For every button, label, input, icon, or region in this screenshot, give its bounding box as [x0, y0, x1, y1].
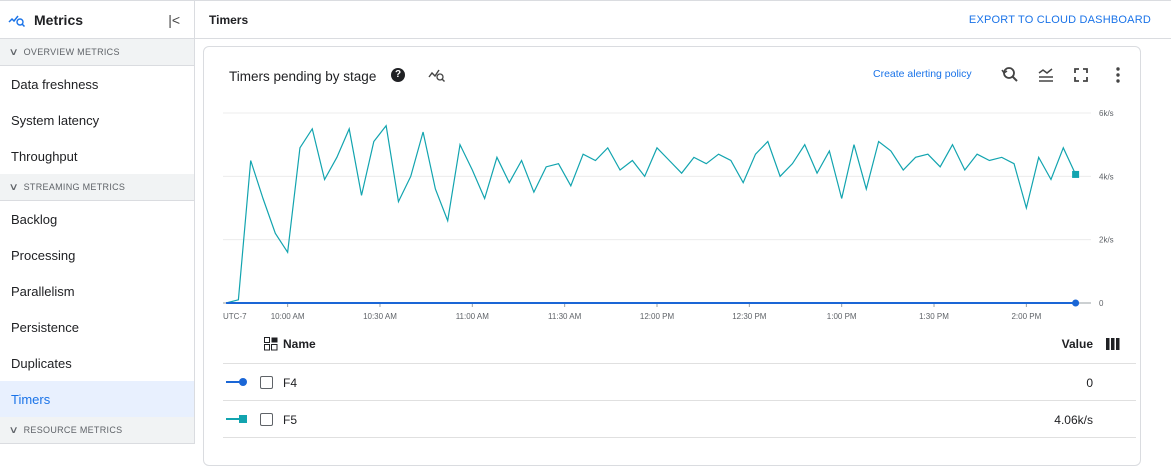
- y-tick-label: 2k/s: [1099, 236, 1114, 245]
- reset-zoom-icon[interactable]: [1000, 65, 1020, 85]
- x-tick-label: 1:00 PM: [827, 312, 857, 321]
- help-icon[interactable]: ?: [391, 68, 405, 82]
- sidebar-title: Metrics: [34, 11, 84, 28]
- series-line-f5: [225, 124, 1077, 304]
- series-endpoint-f4: [1072, 299, 1080, 307]
- column-header-name[interactable]: Name: [283, 337, 316, 351]
- section-header-2[interactable]: ∨ RESOURCE METRICS: [0, 417, 194, 444]
- series-legend-circle-icon: [226, 378, 247, 386]
- sidebar-item-throughput[interactable]: Throughput: [11, 148, 78, 164]
- sidebar-item-timers[interactable]: Timers: [0, 381, 194, 417]
- timers-line-chart[interactable]: 0 2k/s 4k/s 6k/s UTC-7 10:00 AM 10:30 AM 11:00 …: [204, 47, 1140, 327]
- x-tick-label: 10:30 AM: [363, 312, 397, 321]
- y-tick-label: 6k/s: [1099, 109, 1114, 118]
- chart-title: Timers pending by stage: [229, 69, 377, 84]
- section-header-1[interactable]: ∨ STREAMING METRICS: [0, 174, 194, 201]
- x-tick-label: 11:30 AM: [548, 312, 582, 321]
- legend-toggle-icon[interactable]: [1036, 65, 1056, 85]
- sidebar-item-backlog[interactable]: Backlog: [11, 211, 58, 227]
- x-tick-label: 11:00 AM: [456, 312, 490, 321]
- table-row: F5 4.06k/s: [223, 401, 1136, 438]
- series-value: 0: [1086, 376, 1093, 390]
- x-tick-label: 10:00 AM: [271, 312, 305, 321]
- series-name: F5: [283, 413, 298, 427]
- x-tick-label: 2:00 PM: [1011, 312, 1041, 321]
- x-tick-label: 12:30 PM: [732, 312, 767, 321]
- create-alerting-policy-link[interactable]: Create alerting policy: [873, 68, 972, 80]
- sidebar-item-data-freshness[interactable]: Data freshness: [11, 76, 99, 92]
- export-to-cloud-dashboard-button[interactable]: EXPORT TO CLOUD DASHBOARD: [968, 13, 1151, 26]
- row-checkbox[interactable]: [260, 376, 273, 389]
- table-row: F4 0: [223, 364, 1136, 401]
- column-selector-icon[interactable]: [264, 337, 278, 351]
- chevron-down-icon: ∨: [8, 424, 20, 436]
- column-density-icon[interactable]: [1106, 338, 1120, 350]
- collapse-left-icon[interactable]: |<: [168, 11, 180, 28]
- row-checkbox[interactable]: [260, 413, 273, 426]
- x-tick-label: 12:00 PM: [640, 312, 675, 321]
- sidebar-item-parallelism[interactable]: Parallelism: [11, 283, 75, 299]
- section-label: STREAMING METRICS: [23, 182, 126, 192]
- page-header: Timers EXPORT TO CLOUD DASHBOARD: [195, 0, 1171, 39]
- sidebar-header: Metrics |<: [0, 1, 194, 39]
- series-name: F4: [283, 376, 298, 390]
- fullscreen-icon[interactable]: [1071, 65, 1091, 85]
- chart-card: Timers pending by stage ? Create alertin…: [203, 46, 1141, 466]
- sidebar-item-processing[interactable]: Processing: [11, 247, 76, 263]
- explore-metrics-icon[interactable]: [428, 67, 446, 83]
- y-tick-label: 0: [1099, 299, 1104, 308]
- x-tick-label: 1:30 PM: [919, 312, 949, 321]
- y-tick-label: 4k/s: [1099, 172, 1114, 181]
- section-label: RESOURCE METRICS: [23, 425, 123, 435]
- sidebar-item-duplicates[interactable]: Duplicates: [11, 355, 72, 371]
- chevron-down-icon: ∨: [8, 181, 20, 193]
- section-header-0[interactable]: ∨ OVERVIEW METRICS: [0, 39, 194, 66]
- metrics-explorer-icon: [8, 15, 26, 27]
- chevron-down-icon: ∨: [8, 46, 20, 58]
- section-label: OVERVIEW METRICS: [23, 47, 120, 57]
- timezone-label: UTC-7: [223, 312, 247, 321]
- table-header-row: Name Value: [223, 326, 1136, 364]
- series-value: 4.06k/s: [1054, 413, 1093, 427]
- series-legend-square-icon: [226, 415, 247, 423]
- sidebar-item-system-latency[interactable]: System latency: [11, 112, 100, 128]
- sidebar: Metrics |< ∨ OVERVIEW METRICS Data freshne…: [0, 0, 195, 444]
- series-endpoint-f5: [1072, 170, 1080, 178]
- sidebar-item-persistence[interactable]: Persistence: [11, 319, 79, 335]
- page-title: Timers: [209, 12, 249, 27]
- more-vert-icon[interactable]: [1108, 65, 1128, 85]
- column-header-value[interactable]: Value: [1061, 337, 1093, 351]
